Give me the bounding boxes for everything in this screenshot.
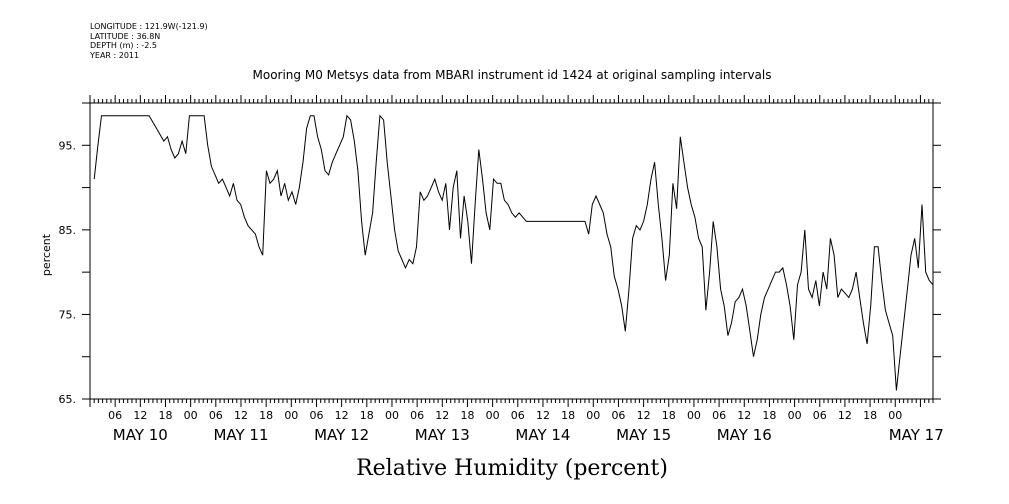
hour-tick-label: 06: [410, 409, 424, 422]
hour-tick-label: 18: [360, 409, 374, 422]
latitude-label: LATITUDE : 36.8N: [90, 31, 161, 41]
y-tick-label: 85.: [59, 224, 77, 237]
hour-tick-label: 06: [209, 409, 223, 422]
hour-tick-label: 18: [561, 409, 575, 422]
year-label: YEAR : 2011: [90, 50, 140, 60]
hour-tick-label: 00: [788, 409, 802, 422]
hour-tick-label: 12: [637, 409, 651, 422]
day-label: MAY 12: [314, 426, 369, 444]
hour-tick-label: 12: [335, 409, 349, 422]
x-axis-label: Relative Humidity (percent): [356, 456, 668, 481]
hour-tick-label: 00: [687, 409, 701, 422]
x-axis: 06 12 18 00 06 12 18 00 06 12 18 00 06 12 18 00 06 12 18 00…: [89, 95, 944, 444]
series-group: [93, 114, 934, 391]
day-label: MAY 13: [415, 426, 470, 444]
day-label: MAY 15: [616, 426, 671, 444]
hour-tick-label: 00: [486, 409, 500, 422]
hour-tick-label: 12: [536, 409, 550, 422]
hour-tick-label: 06: [309, 409, 323, 422]
day-label: MAY 17: [889, 426, 944, 444]
y-axis-label: percent: [40, 233, 53, 276]
mooring-metadata: LONGITUDE : 121.9W(-121.9) LATITUDE : 36…: [90, 22, 208, 60]
hour-tick-label: 00: [184, 409, 198, 422]
day-label: MAY 14: [515, 426, 570, 444]
y-tick-label: 75.: [59, 308, 77, 321]
y-axis: 65. 75. 85. 95.: [59, 102, 941, 406]
hour-tick-label: 00: [385, 409, 399, 422]
hour-tick-label: 00: [888, 409, 902, 422]
day-label: MAY 16: [717, 426, 772, 444]
hour-tick-label: 12: [234, 409, 248, 422]
hour-tick-label: 12: [133, 409, 147, 422]
chart-title: Mooring M0 Metsys data from MBARI instru…: [253, 68, 772, 82]
hour-tick-label: 06: [813, 409, 827, 422]
hour-tick-label: 18: [863, 409, 877, 422]
longitude-label: LONGITUDE : 121.9W(-121.9): [90, 22, 208, 31]
hour-tick-label: 12: [737, 409, 751, 422]
hour-tick-label: 06: [611, 409, 625, 422]
depth-label: DEPTH (m) : -2.5: [90, 41, 157, 50]
hour-tick-label: 12: [435, 409, 449, 422]
plot-border: [89, 102, 934, 400]
hour-tick-label: 06: [108, 409, 122, 422]
hour-tick-label: 18: [662, 409, 676, 422]
day-label: MAY 10: [113, 426, 168, 444]
hour-tick-label: 18: [158, 409, 172, 422]
hour-tick-label: 12: [838, 409, 852, 422]
hour-tick-label: 00: [586, 409, 600, 422]
hour-tick-label: 18: [460, 409, 474, 422]
hour-tick-label: 06: [712, 409, 726, 422]
hour-tick-label: 00: [284, 409, 298, 422]
hour-tick-label: 06: [511, 409, 525, 422]
hour-tick-label: 18: [259, 409, 273, 422]
series-line-0: [93, 114, 934, 391]
plot-frame: [89, 102, 934, 400]
y-tick-label: 65.: [59, 393, 77, 406]
y-tick-label: 95.: [59, 139, 77, 152]
hour-tick-label: 18: [762, 409, 776, 422]
day-label: MAY 11: [213, 426, 268, 444]
